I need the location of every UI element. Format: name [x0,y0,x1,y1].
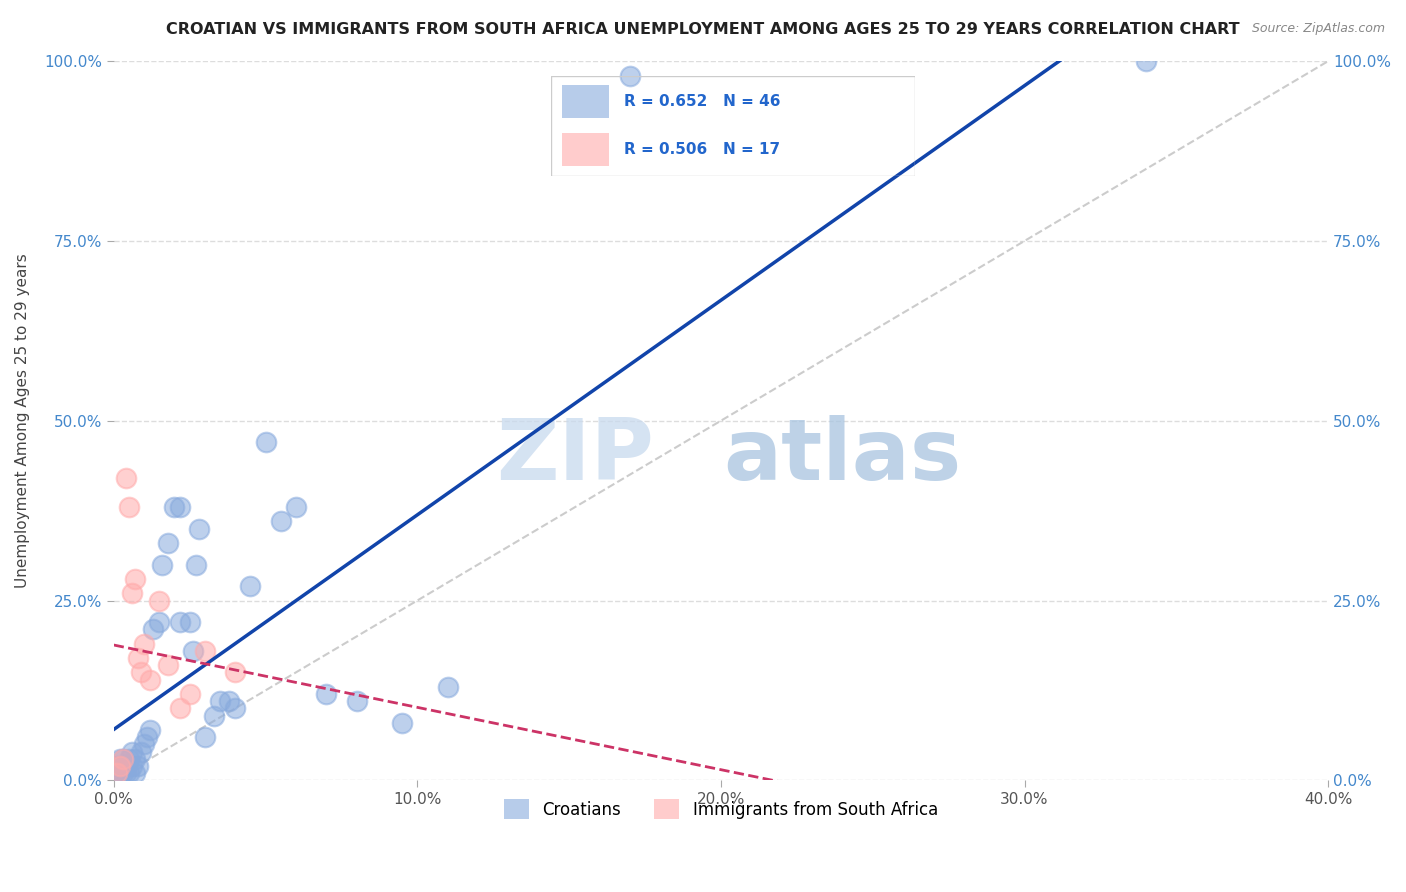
Point [239,579,262,593]
Point [179,687,201,701]
Point [619,69,641,83]
Point [111,759,134,773]
Point [115,471,138,485]
Point [157,658,180,673]
Point [129,665,152,680]
Point [181,644,204,658]
Point [129,745,152,759]
Point [139,723,162,737]
Point [270,515,292,529]
Point [224,665,246,680]
Text: ZIP: ZIP [496,415,654,498]
Y-axis label: Unemployment Among Ages 25 to 29 years: Unemployment Among Ages 25 to 29 years [15,253,30,588]
Point [111,752,134,766]
Point [194,644,217,658]
Point [121,586,143,600]
Point [148,615,170,629]
Point [115,759,138,773]
Point [124,752,146,766]
Point [118,752,141,766]
Point [111,752,134,766]
Point [202,708,225,723]
Point [163,500,186,514]
Text: Source: ZipAtlas.com: Source: ZipAtlas.com [1251,22,1385,36]
Text: CROATIAN VS IMMIGRANTS FROM SOUTH AFRICA UNEMPLOYMENT AMONG AGES 25 TO 29 YEARS : CROATIAN VS IMMIGRANTS FROM SOUTH AFRICA… [166,22,1240,37]
Legend: Croatians, Immigrants from South Africa: Croatians, Immigrants from South Africa [498,792,945,826]
Point [169,701,191,715]
Point [254,435,277,450]
Point [105,766,128,780]
Point [194,730,217,744]
Point [105,766,128,780]
Point [121,759,143,773]
Point [179,615,201,629]
Point [436,680,458,694]
Point [108,759,131,773]
Point [132,637,155,651]
Point [111,766,134,780]
Point [284,500,307,514]
Point [187,522,209,536]
Point [184,558,207,572]
Point [315,687,337,701]
Point [105,759,128,773]
Point [124,572,146,586]
Point [118,766,141,780]
Point [218,694,240,708]
Point [132,737,155,751]
Point [346,694,368,708]
Point [127,759,149,773]
Text: atlas: atlas [723,415,962,498]
Point [118,500,141,514]
Point [124,766,146,780]
Point [150,558,173,572]
Point [115,766,138,780]
Point [391,715,413,730]
Point [127,651,149,665]
Point [139,673,162,687]
Point [108,766,131,780]
Point [157,536,180,550]
Point [108,752,131,766]
Point [224,701,246,715]
Point [136,730,159,744]
Point [169,500,191,514]
Point [142,622,165,636]
Point [148,593,170,607]
Point [208,694,231,708]
Point [121,745,143,759]
Point [169,615,191,629]
Point [1135,54,1157,69]
